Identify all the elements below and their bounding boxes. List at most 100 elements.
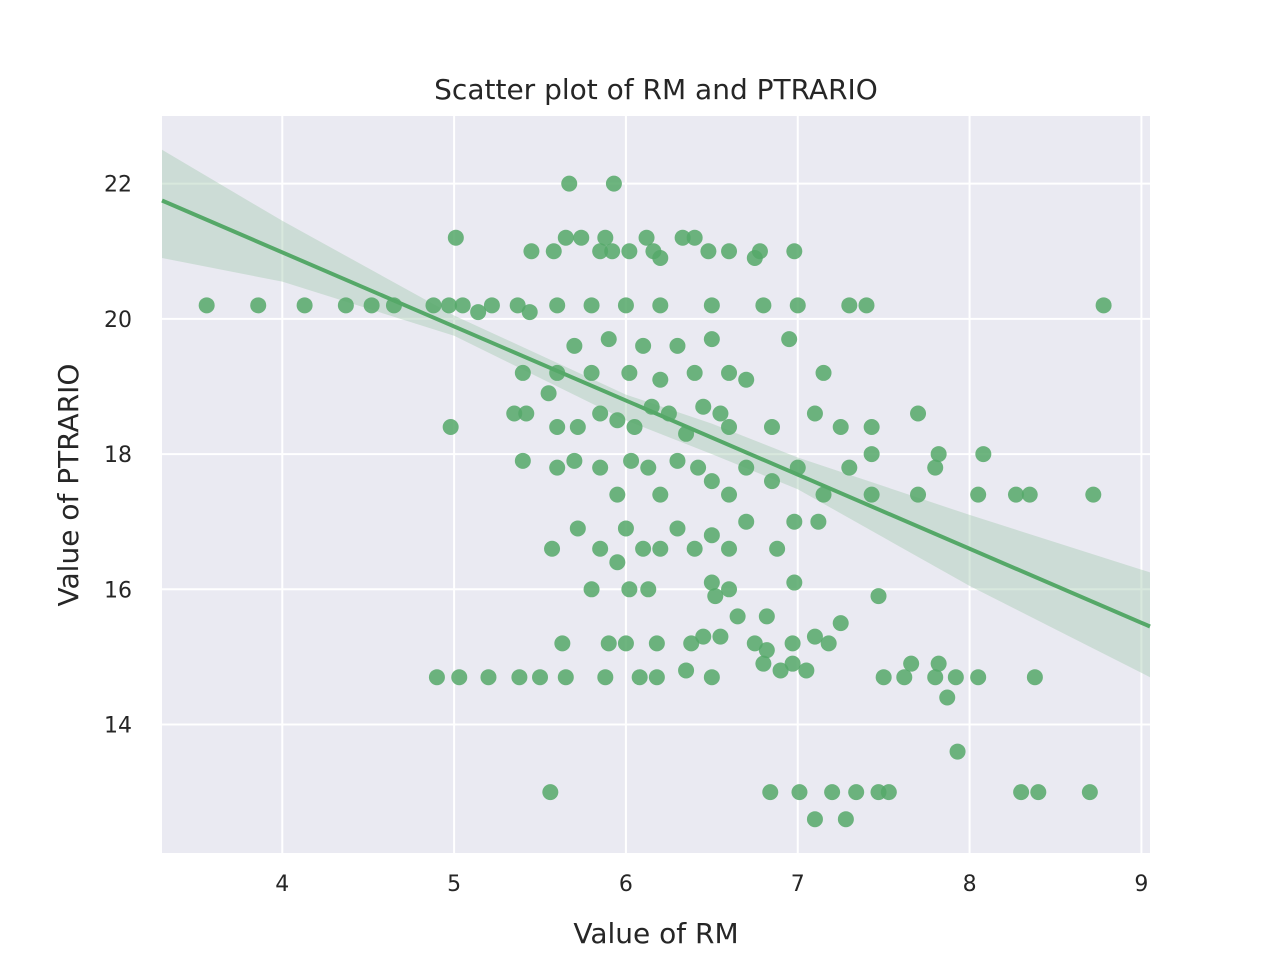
- data-point: [669, 520, 686, 537]
- data-point: [1013, 784, 1030, 801]
- data-point: [784, 635, 801, 652]
- data-point: [703, 297, 720, 314]
- data-point: [784, 655, 801, 672]
- x-tick-label: 9: [1134, 872, 1148, 897]
- chart-title: Scatter plot of RM and PTRARIO: [434, 73, 878, 106]
- data-point: [870, 588, 887, 605]
- data-point: [758, 608, 775, 625]
- data-point: [652, 486, 669, 503]
- data-point: [337, 297, 354, 314]
- data-point: [1030, 784, 1047, 801]
- data-point: [721, 243, 738, 260]
- data-point: [600, 331, 617, 348]
- data-point: [652, 297, 669, 314]
- x-tick-label: 5: [447, 872, 461, 897]
- data-point: [521, 304, 538, 321]
- data-point: [815, 486, 832, 503]
- data-point: [815, 364, 832, 381]
- data-point: [678, 662, 695, 679]
- data-point: [480, 669, 497, 686]
- regression-line-path: [161, 198, 1151, 629]
- data-point: [540, 385, 557, 402]
- data-point: [621, 243, 638, 260]
- data-point: [721, 364, 738, 381]
- data-point: [686, 229, 703, 246]
- data-point: [652, 371, 669, 388]
- data-point: [763, 473, 780, 490]
- data-point: [806, 405, 823, 422]
- x-tick-label: 7: [791, 872, 805, 897]
- data-point: [1007, 486, 1024, 503]
- x-axis-label: Value of RM: [573, 917, 738, 950]
- data-point: [549, 297, 566, 314]
- data-point: [506, 405, 523, 422]
- data-point: [621, 364, 638, 381]
- data-point: [755, 297, 772, 314]
- data-point: [440, 297, 457, 314]
- data-point: [772, 662, 789, 679]
- data-point: [832, 419, 849, 436]
- data-point: [532, 669, 549, 686]
- data-point: [703, 473, 720, 490]
- data-point: [652, 540, 669, 557]
- data-point: [798, 662, 815, 679]
- data-point: [631, 669, 648, 686]
- data-point: [511, 669, 528, 686]
- data-point: [837, 811, 854, 828]
- data-point: [640, 459, 657, 476]
- data-point: [442, 419, 459, 436]
- data-point: [428, 669, 445, 686]
- data-point: [695, 398, 712, 415]
- data-point: [609, 554, 626, 571]
- data-point: [975, 446, 992, 463]
- data-point: [769, 540, 786, 557]
- data-point: [566, 452, 583, 469]
- data-point: [712, 405, 729, 422]
- y-tick-label: 20: [104, 308, 132, 333]
- data-point: [544, 540, 561, 557]
- data-point: [509, 297, 526, 314]
- data-point: [896, 669, 913, 686]
- data-point: [514, 364, 531, 381]
- data-point: [609, 412, 626, 429]
- x-tick-label: 6: [619, 872, 633, 897]
- data-point: [561, 175, 578, 192]
- y-tick-label: 22: [104, 173, 132, 198]
- data-point: [686, 364, 703, 381]
- data-point: [638, 229, 655, 246]
- data-point: [703, 527, 720, 544]
- x-tick-label: 4: [275, 872, 289, 897]
- data-point: [557, 669, 574, 686]
- data-point: [592, 243, 609, 260]
- y-tick-labels: 14 16 18 20 22: [104, 173, 132, 739]
- data-point: [363, 297, 380, 314]
- data-point: [763, 419, 780, 436]
- data-point: [695, 628, 712, 645]
- x-tick-labels: 4 5 6 7 8 9: [275, 872, 1148, 897]
- data-point: [858, 297, 875, 314]
- data-point: [1081, 784, 1098, 801]
- data-point: [791, 784, 808, 801]
- data-point: [683, 635, 700, 652]
- data-point: [1026, 669, 1043, 686]
- data-point: [806, 628, 823, 645]
- data-point: [648, 635, 665, 652]
- data-points: [198, 175, 1112, 828]
- data-point: [721, 540, 738, 557]
- y-tick-label: 18: [104, 443, 132, 468]
- data-point: [583, 581, 600, 598]
- x-tick-label: 8: [963, 872, 977, 897]
- data-point: [690, 459, 707, 476]
- data-point: [841, 297, 858, 314]
- data-point: [597, 229, 614, 246]
- plot-background: [162, 116, 1150, 853]
- data-point: [786, 574, 803, 591]
- data-point: [786, 243, 803, 260]
- data-point: [605, 175, 622, 192]
- data-point: [454, 297, 471, 314]
- data-point: [648, 669, 665, 686]
- data-point: [617, 635, 634, 652]
- data-point: [566, 337, 583, 354]
- data-point: [470, 304, 487, 321]
- data-point: [786, 513, 803, 530]
